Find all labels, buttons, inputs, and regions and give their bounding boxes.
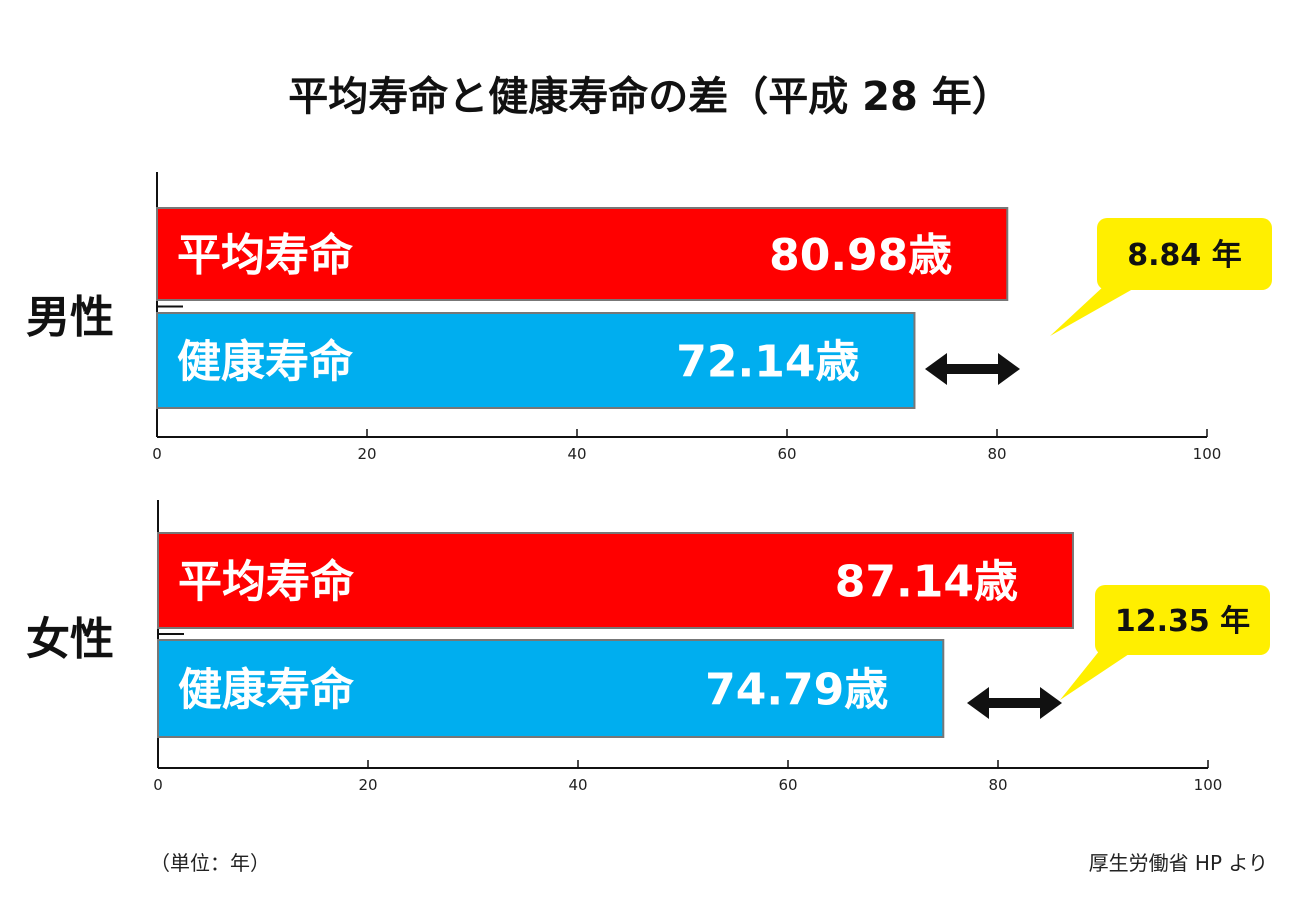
x-tick-label: 100 <box>1194 776 1223 794</box>
bar-average <box>157 532 1074 629</box>
group-label: 女性 <box>26 614 114 665</box>
x-tick-label: 40 <box>568 776 587 794</box>
x-tick-label: 80 <box>987 445 1006 463</box>
difference-label: 12.35 年 <box>1115 604 1250 639</box>
bar-value-label: 80.98歳 <box>769 230 952 281</box>
unit-note: （単位：年） <box>150 851 270 875</box>
x-tick-label: 40 <box>567 445 586 463</box>
callout-box <box>1095 585 1270 655</box>
bar-value-label: 74.79歳 <box>705 665 888 716</box>
x-tick-label: 0 <box>153 776 163 794</box>
bar-category-label: 健康寿命 <box>178 665 354 716</box>
bar-value-label: 72.14歳 <box>676 337 859 388</box>
bar-category-label: 平均寿命 <box>178 557 354 608</box>
x-tick-label: 100 <box>1193 445 1222 463</box>
x-tick-label: 80 <box>988 776 1007 794</box>
source-note: 厚生労働省 HP より <box>1089 851 1268 875</box>
x-tick-label: 0 <box>152 445 162 463</box>
callout-box <box>1097 218 1272 290</box>
chart-title: 平均寿命と健康寿命の差（平成 28 年） <box>288 74 1012 120</box>
double-arrow-icon <box>967 687 1062 719</box>
bar-value-label: 87.14歳 <box>835 557 1018 608</box>
callout-tail <box>1060 650 1135 700</box>
callout-tail <box>1050 285 1140 336</box>
x-tick-label: 60 <box>777 445 796 463</box>
x-tick-label: 60 <box>778 776 797 794</box>
bar-category-label: 健康寿命 <box>177 337 353 388</box>
difference-label: 8.84 年 <box>1127 238 1241 273</box>
bar-average <box>156 207 1009 301</box>
bar-healthy <box>156 312 916 409</box>
x-tick-label: 20 <box>358 776 377 794</box>
x-tick-label: 20 <box>357 445 376 463</box>
bar-category-label: 平均寿命 <box>177 230 353 281</box>
double-arrow-icon <box>925 353 1020 385</box>
group-label: 男性 <box>26 292 114 343</box>
bar-healthy <box>157 639 945 738</box>
